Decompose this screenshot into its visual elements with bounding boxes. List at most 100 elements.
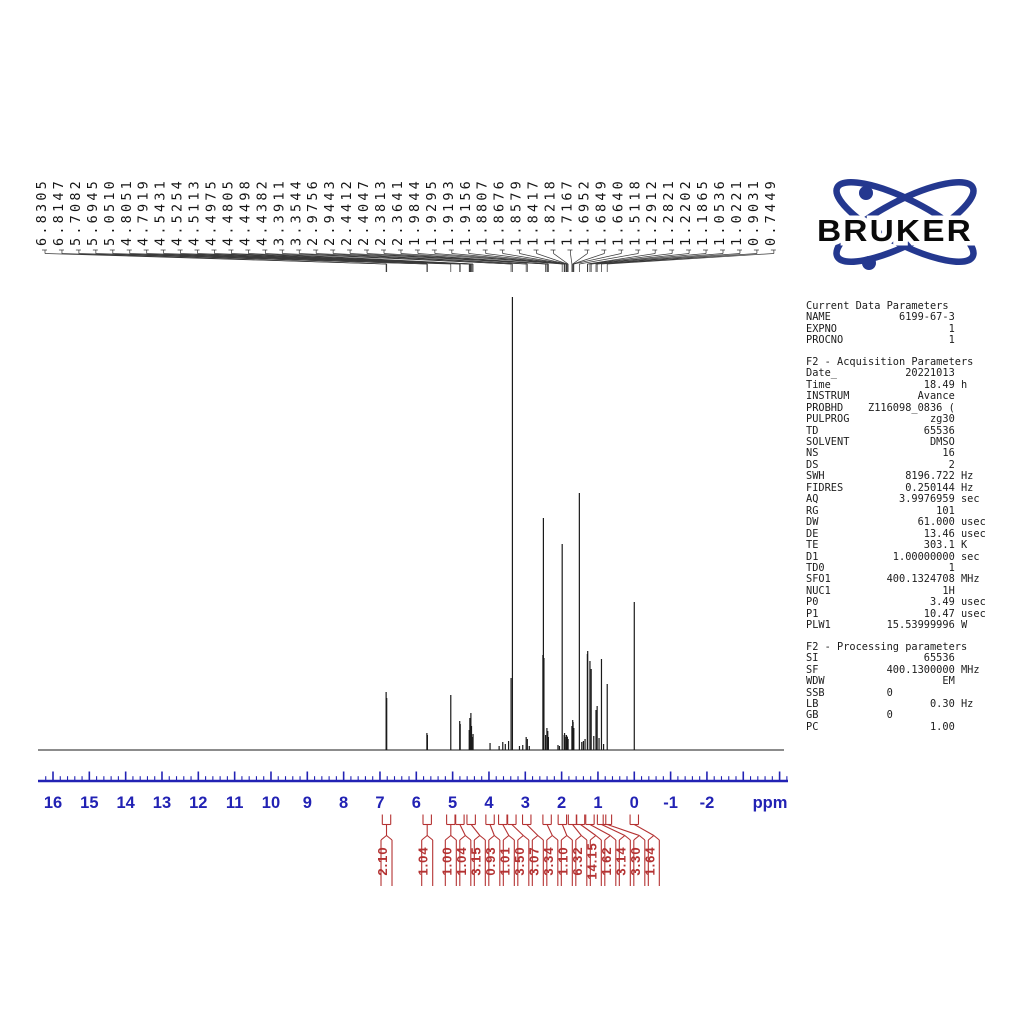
param-line: GB 0	[806, 709, 893, 722]
fan-line	[570, 253, 573, 265]
integral-value: 3.30	[628, 846, 643, 875]
peak-label: 1.1865	[695, 178, 711, 246]
peak-label: 5.6945	[85, 178, 101, 246]
param-line: WDW EM	[806, 675, 955, 688]
integral-stem	[580, 835, 588, 841]
x-axis-tick-label: 6	[412, 794, 421, 812]
integral-connector	[489, 824, 495, 836]
param-line: TD0 1	[806, 561, 955, 574]
integral-stem	[609, 835, 617, 841]
fan-line	[601, 253, 757, 265]
x-axis-tick-label: 0	[630, 794, 639, 812]
integral-value: 1.04	[454, 846, 469, 875]
integral-value: 3.34	[541, 846, 556, 875]
x-axis-tick-label: 5	[448, 794, 457, 812]
peak-label: 5.0510	[102, 178, 118, 246]
integral-value: 3.14	[613, 846, 628, 875]
peak-label: 0.9031	[746, 178, 762, 246]
integral-stem	[464, 835, 472, 841]
integral-stem	[531, 835, 539, 841]
peak-label: 1.8676	[492, 178, 508, 246]
integral-stem	[502, 835, 510, 841]
peak-label: 4.7919	[136, 178, 152, 246]
fan-line	[95, 253, 428, 265]
x-axis-tick-label: 4	[484, 794, 494, 812]
integral-connector	[601, 824, 626, 836]
integral-stem	[421, 835, 428, 841]
integral-connector	[589, 824, 611, 836]
logo-node-bottom	[862, 256, 876, 270]
fan-line	[573, 253, 622, 265]
x-axis-tick-label: -2	[700, 794, 715, 812]
x-axis-tick-label: 10	[262, 794, 280, 812]
integral-stem	[589, 835, 597, 841]
integral-connector	[572, 824, 582, 836]
param-line: D1 1.00000000 sec	[806, 550, 980, 563]
param-line: INSTRUM Avance	[806, 390, 955, 403]
param-line: PC 1.00	[806, 720, 955, 733]
fan-line	[572, 253, 605, 265]
integral-stem	[647, 835, 655, 841]
peak-label: 1.0221	[729, 178, 745, 246]
peak-label: 4.8051	[119, 178, 135, 246]
fan-line	[400, 253, 549, 265]
bruker-logo: BRUKER	[813, 179, 977, 270]
fan-line	[553, 253, 569, 265]
integral-stem	[566, 835, 573, 841]
peak-label: 4.4975	[204, 178, 220, 246]
peak-label: 3.3911	[271, 178, 287, 246]
peak-label: 0.7449	[763, 178, 779, 246]
fan-line	[572, 253, 588, 265]
fan-line	[587, 253, 673, 265]
param-line: SSB 0	[806, 686, 893, 699]
peak-label: 1.6952	[576, 178, 592, 246]
fan-line	[485, 253, 567, 265]
param-line: SI 65536	[806, 652, 955, 665]
integral-stem	[459, 835, 466, 841]
param-section-title: Current Data Parameters	[806, 300, 949, 312]
param-line: P1 10.47 usec	[806, 607, 986, 620]
integral-stem	[633, 835, 640, 841]
integral-value: 1.64	[642, 846, 657, 875]
x-axis-tick-label: 1	[593, 794, 602, 812]
peak-label: 1.7167	[559, 178, 575, 246]
peak-label: 1.9295	[424, 178, 440, 246]
x-axis-tick-label: -1	[663, 794, 678, 812]
integral-connector	[511, 824, 524, 836]
fan-line	[519, 253, 567, 265]
integral-stem	[508, 835, 515, 841]
param-line: SFO1 400.1324708 MHz	[806, 573, 980, 586]
param-line: PROBHD Z116098_0836 (	[806, 401, 955, 414]
peak-label: 3.3544	[288, 178, 304, 246]
param-line: Date_ 20221013	[806, 367, 955, 380]
peak-label: 1.9844	[407, 178, 423, 246]
integral-stem	[473, 835, 481, 841]
peak-label: 1.8807	[475, 178, 491, 246]
fan-line	[607, 253, 774, 265]
integral-connector	[459, 824, 466, 836]
parameters-panel: Current Data Parameters NAME 6199-67-3 EXP…	[806, 300, 1024, 743]
x-axis-tick-label: 7	[375, 794, 384, 812]
param-line: FIDRES 0.250144 Hz	[806, 481, 974, 494]
peak-label: 5.7082	[68, 178, 84, 246]
peak-label: 6.8147	[51, 178, 67, 246]
integral-stem	[618, 835, 626, 841]
param-line: LB 0.30 Hz	[806, 697, 974, 710]
param-line: DS 2	[806, 458, 955, 471]
param-line: DE 13.46 usec	[806, 527, 986, 540]
integral-connector	[580, 824, 597, 836]
integral-stem	[575, 835, 582, 841]
integral-value: 14.15	[584, 842, 599, 880]
integral-value: 3.15	[468, 846, 483, 875]
peak-label: 1.2912	[644, 178, 660, 246]
param-line: RG 101	[806, 504, 955, 517]
peak-label: 2.4412	[339, 178, 355, 246]
integral-connector	[561, 824, 568, 836]
param-line: NUC1 1H	[806, 584, 955, 597]
x-axis-unit-label: ppm	[753, 794, 788, 812]
fan-line	[579, 253, 639, 265]
integral-connector	[634, 824, 655, 836]
param-line: PLW1 15.53999996 W	[806, 619, 968, 632]
integral-value: 3.07	[526, 846, 541, 875]
